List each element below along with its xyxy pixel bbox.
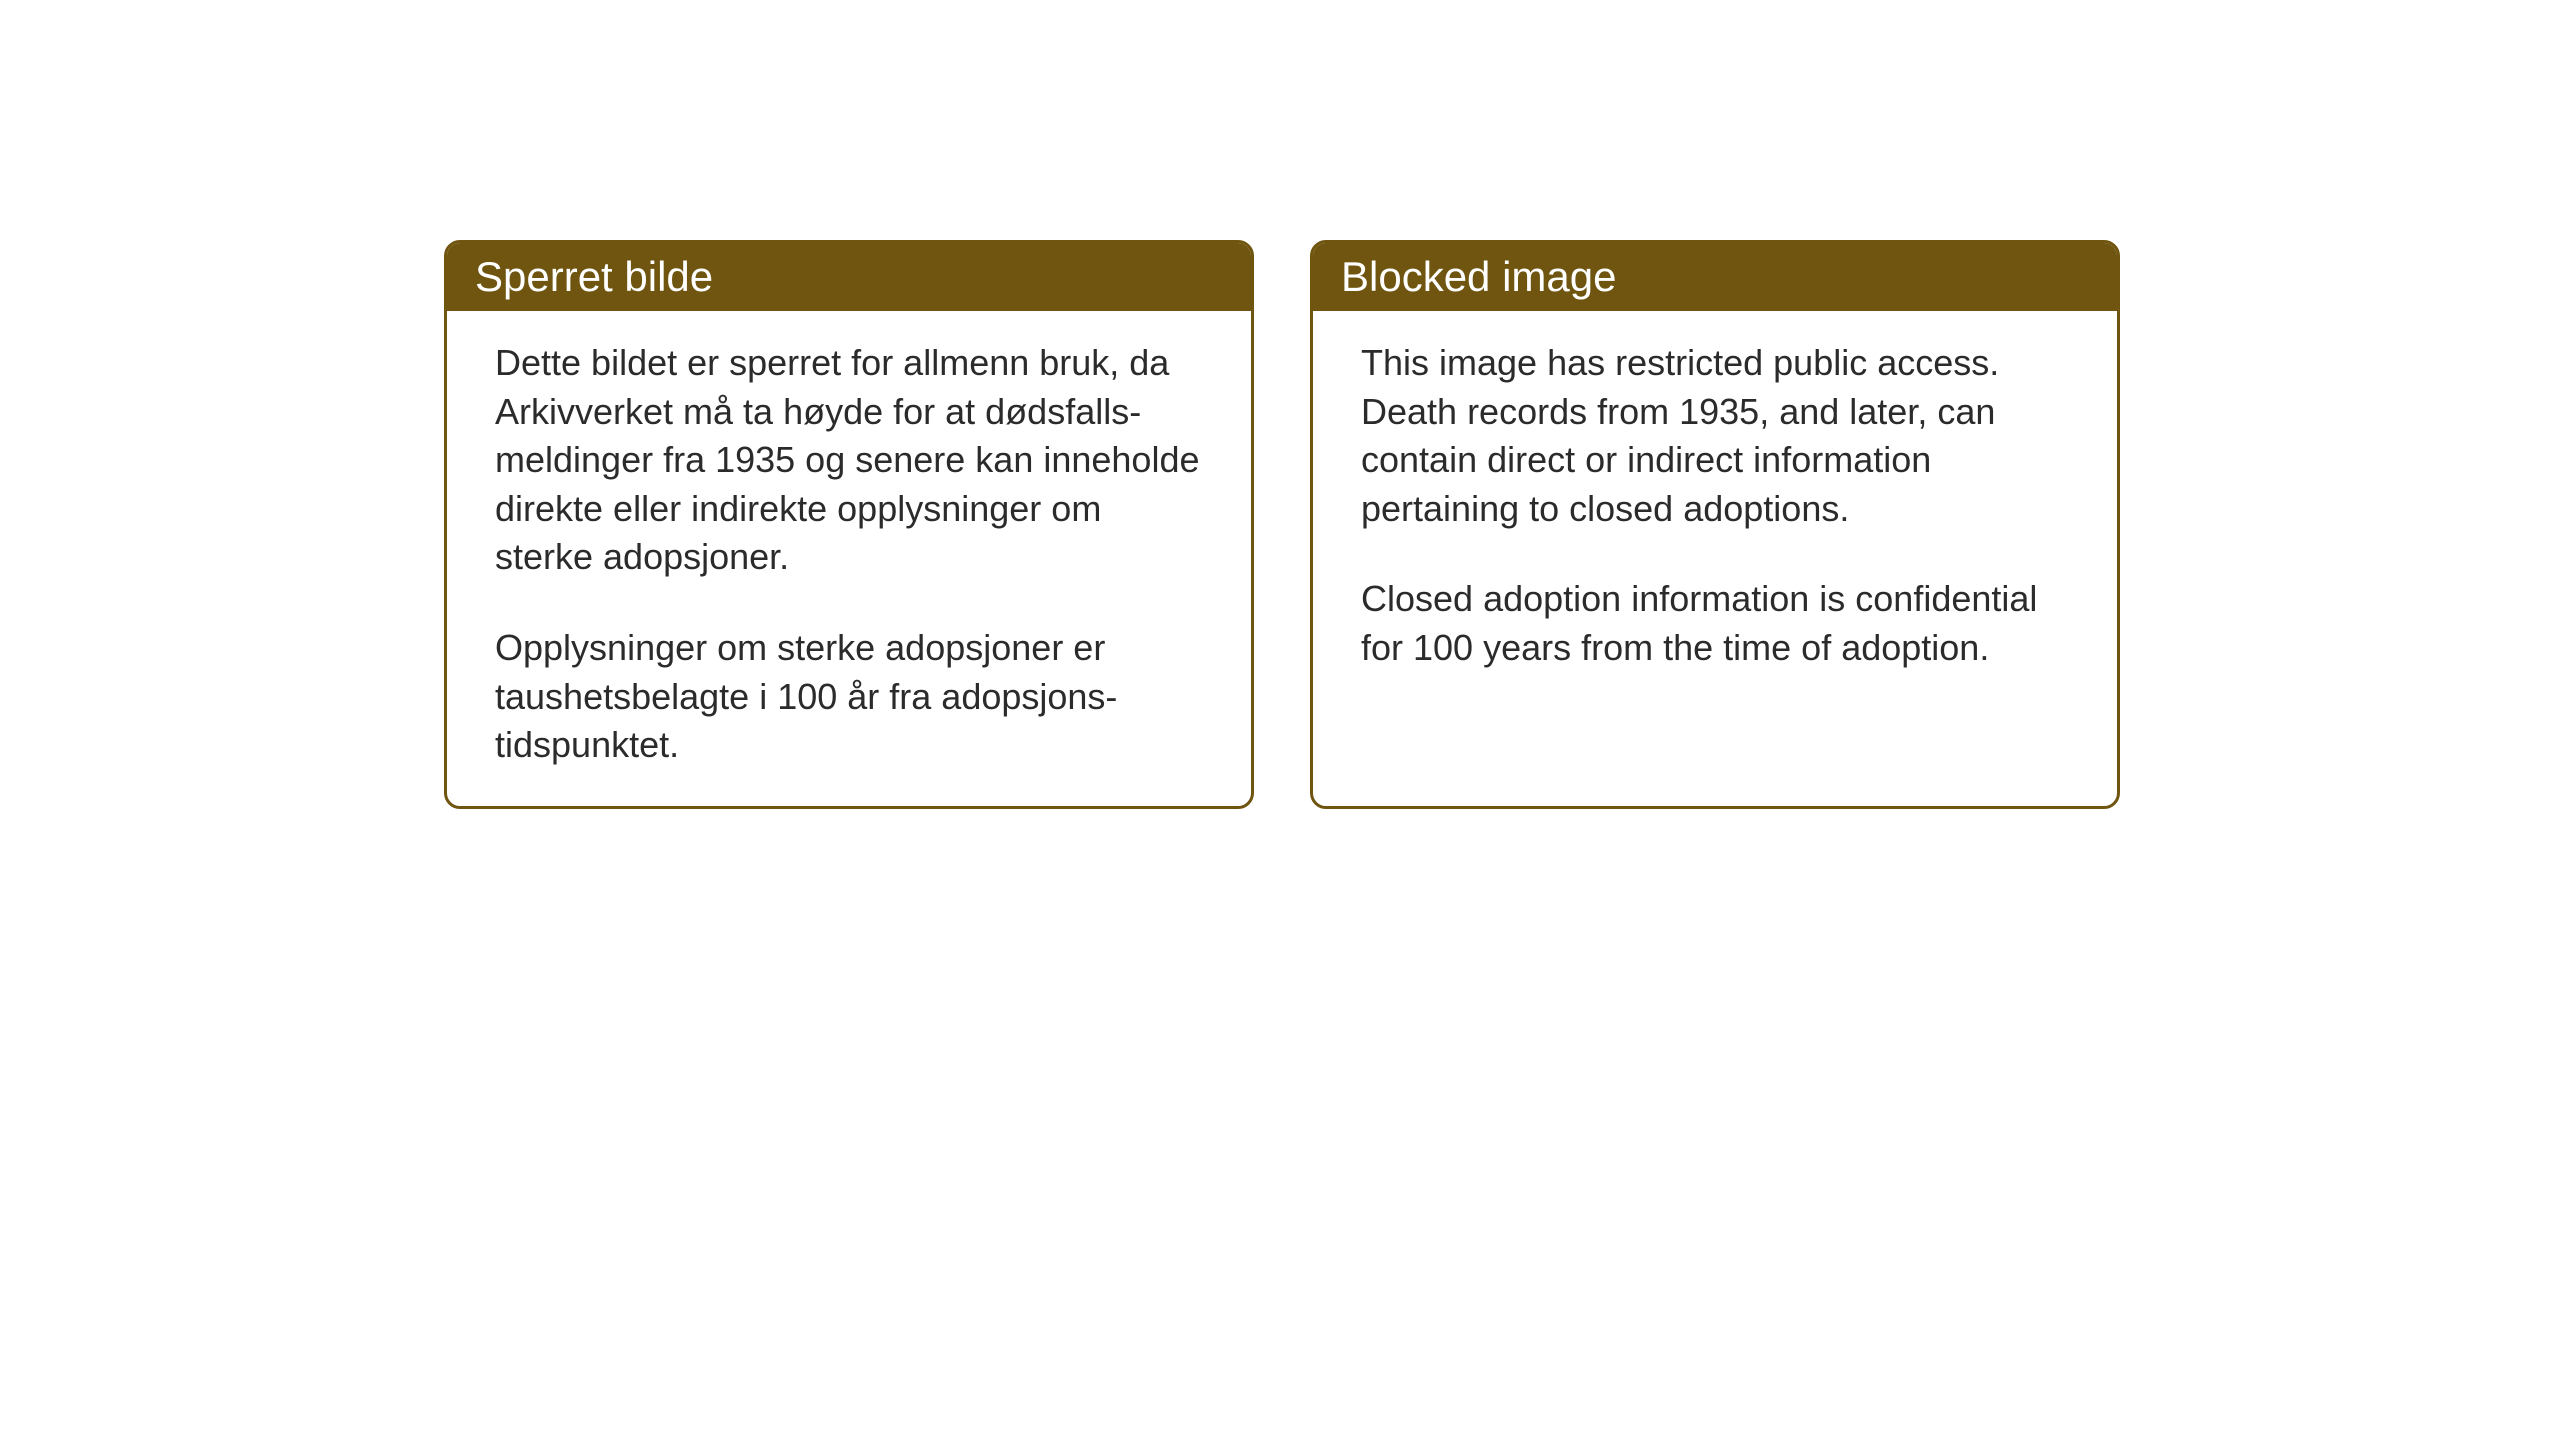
card-header-english: Blocked image — [1313, 243, 2117, 311]
card-paragraph: Opplysninger om sterke adopsjoner er tau… — [495, 624, 1203, 770]
card-title: Sperret bilde — [475, 253, 713, 300]
card-paragraph: This image has restricted public access.… — [1361, 339, 2069, 533]
card-body-english: This image has restricted public access.… — [1313, 311, 2117, 751]
notice-cards-container: Sperret bilde Dette bildet er sperret fo… — [444, 240, 2120, 809]
notice-card-norwegian: Sperret bilde Dette bildet er sperret fo… — [444, 240, 1254, 809]
card-title: Blocked image — [1341, 253, 1616, 300]
card-header-norwegian: Sperret bilde — [447, 243, 1251, 311]
card-paragraph: Closed adoption information is confident… — [1361, 575, 2069, 672]
card-paragraph: Dette bildet er sperret for allmenn bruk… — [495, 339, 1203, 582]
card-body-norwegian: Dette bildet er sperret for allmenn bruk… — [447, 311, 1251, 806]
notice-card-english: Blocked image This image has restricted … — [1310, 240, 2120, 809]
